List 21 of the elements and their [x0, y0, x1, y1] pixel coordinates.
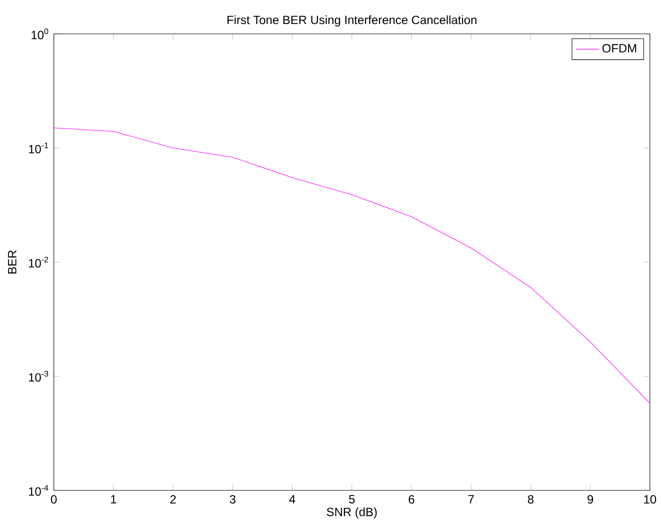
x-tick-label: 8 [528, 494, 534, 504]
y-tick-label: 10$^{0}$ [32, 28, 48, 40]
y-tick-label: 10$^{-4}$ [28, 484, 48, 496]
x-tick-label: 5 [349, 494, 355, 504]
x-tick-label: 9 [588, 494, 594, 504]
y-tick-label: 10$^{-3}$ [28, 370, 48, 382]
x-tick-label: 7 [468, 494, 474, 504]
x-tick-label: 3 [230, 494, 236, 504]
y-tick-label: 10$^{-1}$ [28, 142, 48, 154]
x-tick-label: 10 [644, 494, 656, 504]
x-tick-label: 0 [50, 494, 57, 504]
x-tick-label: 2 [170, 494, 176, 504]
y-tick-label: 10$^{-2}$ [28, 256, 48, 268]
legend-label: OFDM [602, 44, 636, 52]
x-tick-label: 6 [408, 494, 414, 504]
line-series [54, 128, 650, 404]
y-axis-title: BER [8, 250, 16, 274]
x-tick-label: 4 [289, 494, 296, 504]
chart-title: First Tone BER Using Interference Cancellation [228, 15, 476, 26]
x-axis-title: SNR (dB) [326, 507, 377, 518]
x-tick-label: 1 [111, 494, 116, 504]
